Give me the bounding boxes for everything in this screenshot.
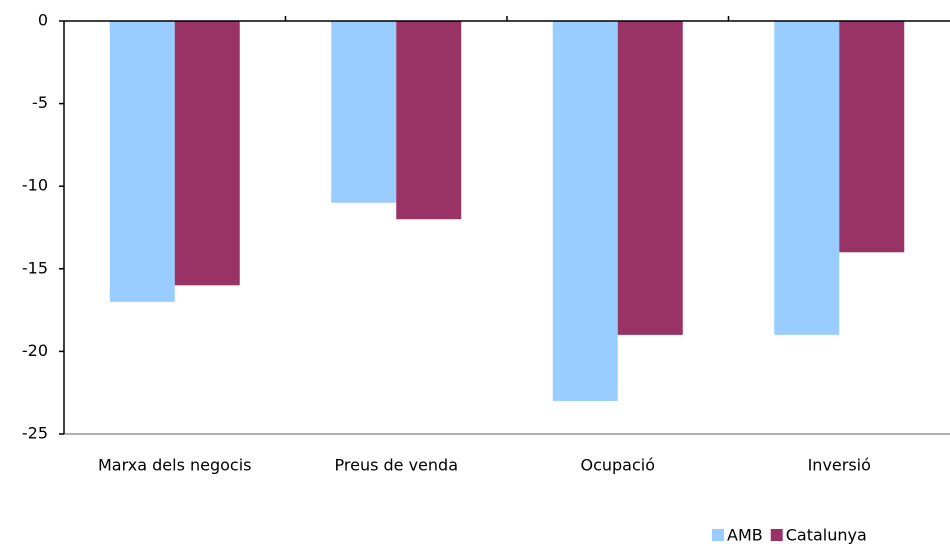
bar bbox=[109, 21, 175, 302]
bar bbox=[174, 21, 240, 286]
bar bbox=[331, 21, 397, 203]
legend-swatch bbox=[770, 529, 783, 541]
legend-swatch bbox=[712, 529, 724, 541]
bar bbox=[839, 21, 905, 253]
bar bbox=[617, 21, 683, 335]
bar bbox=[552, 21, 618, 401]
y-tick-label: -10 bbox=[22, 176, 48, 195]
y-tick-label: -20 bbox=[22, 341, 48, 360]
bar bbox=[396, 21, 462, 220]
x-tick-label: Inversió bbox=[808, 456, 871, 475]
legend-label: AMB bbox=[727, 526, 763, 544]
bar bbox=[774, 21, 840, 335]
x-tick-label: Marxa dels negocis bbox=[98, 456, 252, 475]
x-tick-label: Ocupació bbox=[580, 456, 655, 475]
y-tick-label: 0 bbox=[38, 11, 48, 30]
y-tick-label: -15 bbox=[22, 258, 48, 277]
x-tick-label: Preus de venda bbox=[335, 456, 459, 475]
y-tick-label: -25 bbox=[22, 424, 48, 443]
y-tick-label: -5 bbox=[32, 93, 48, 112]
legend-label: Catalunya bbox=[786, 526, 867, 544]
